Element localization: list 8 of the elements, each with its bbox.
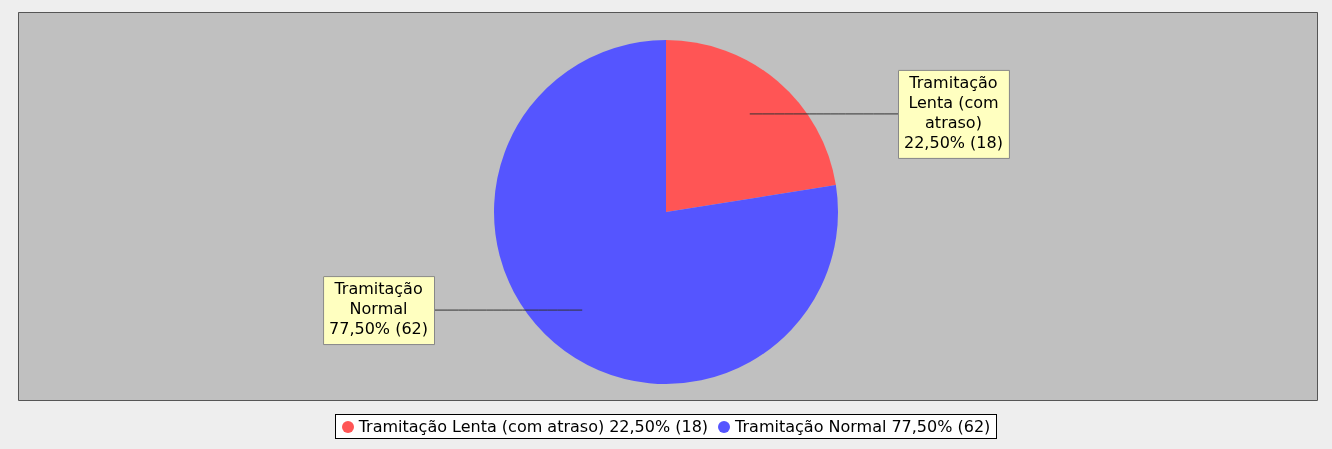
slice-label: Tramitação Lenta (com atraso): [908, 73, 999, 133]
legend-label: Tramitação Normal: [735, 417, 887, 436]
data-label: 77,50% (62): [329, 319, 428, 339]
legend-label: Tramitação Lenta (com atraso): [358, 417, 605, 436]
text: 77,50% (62): [891, 417, 991, 436]
data-label: 22,50% (18): [904, 133, 1003, 153]
text: 22,50% (18): [609, 417, 709, 436]
slice-label: Tramitação Normal: [333, 279, 423, 319]
